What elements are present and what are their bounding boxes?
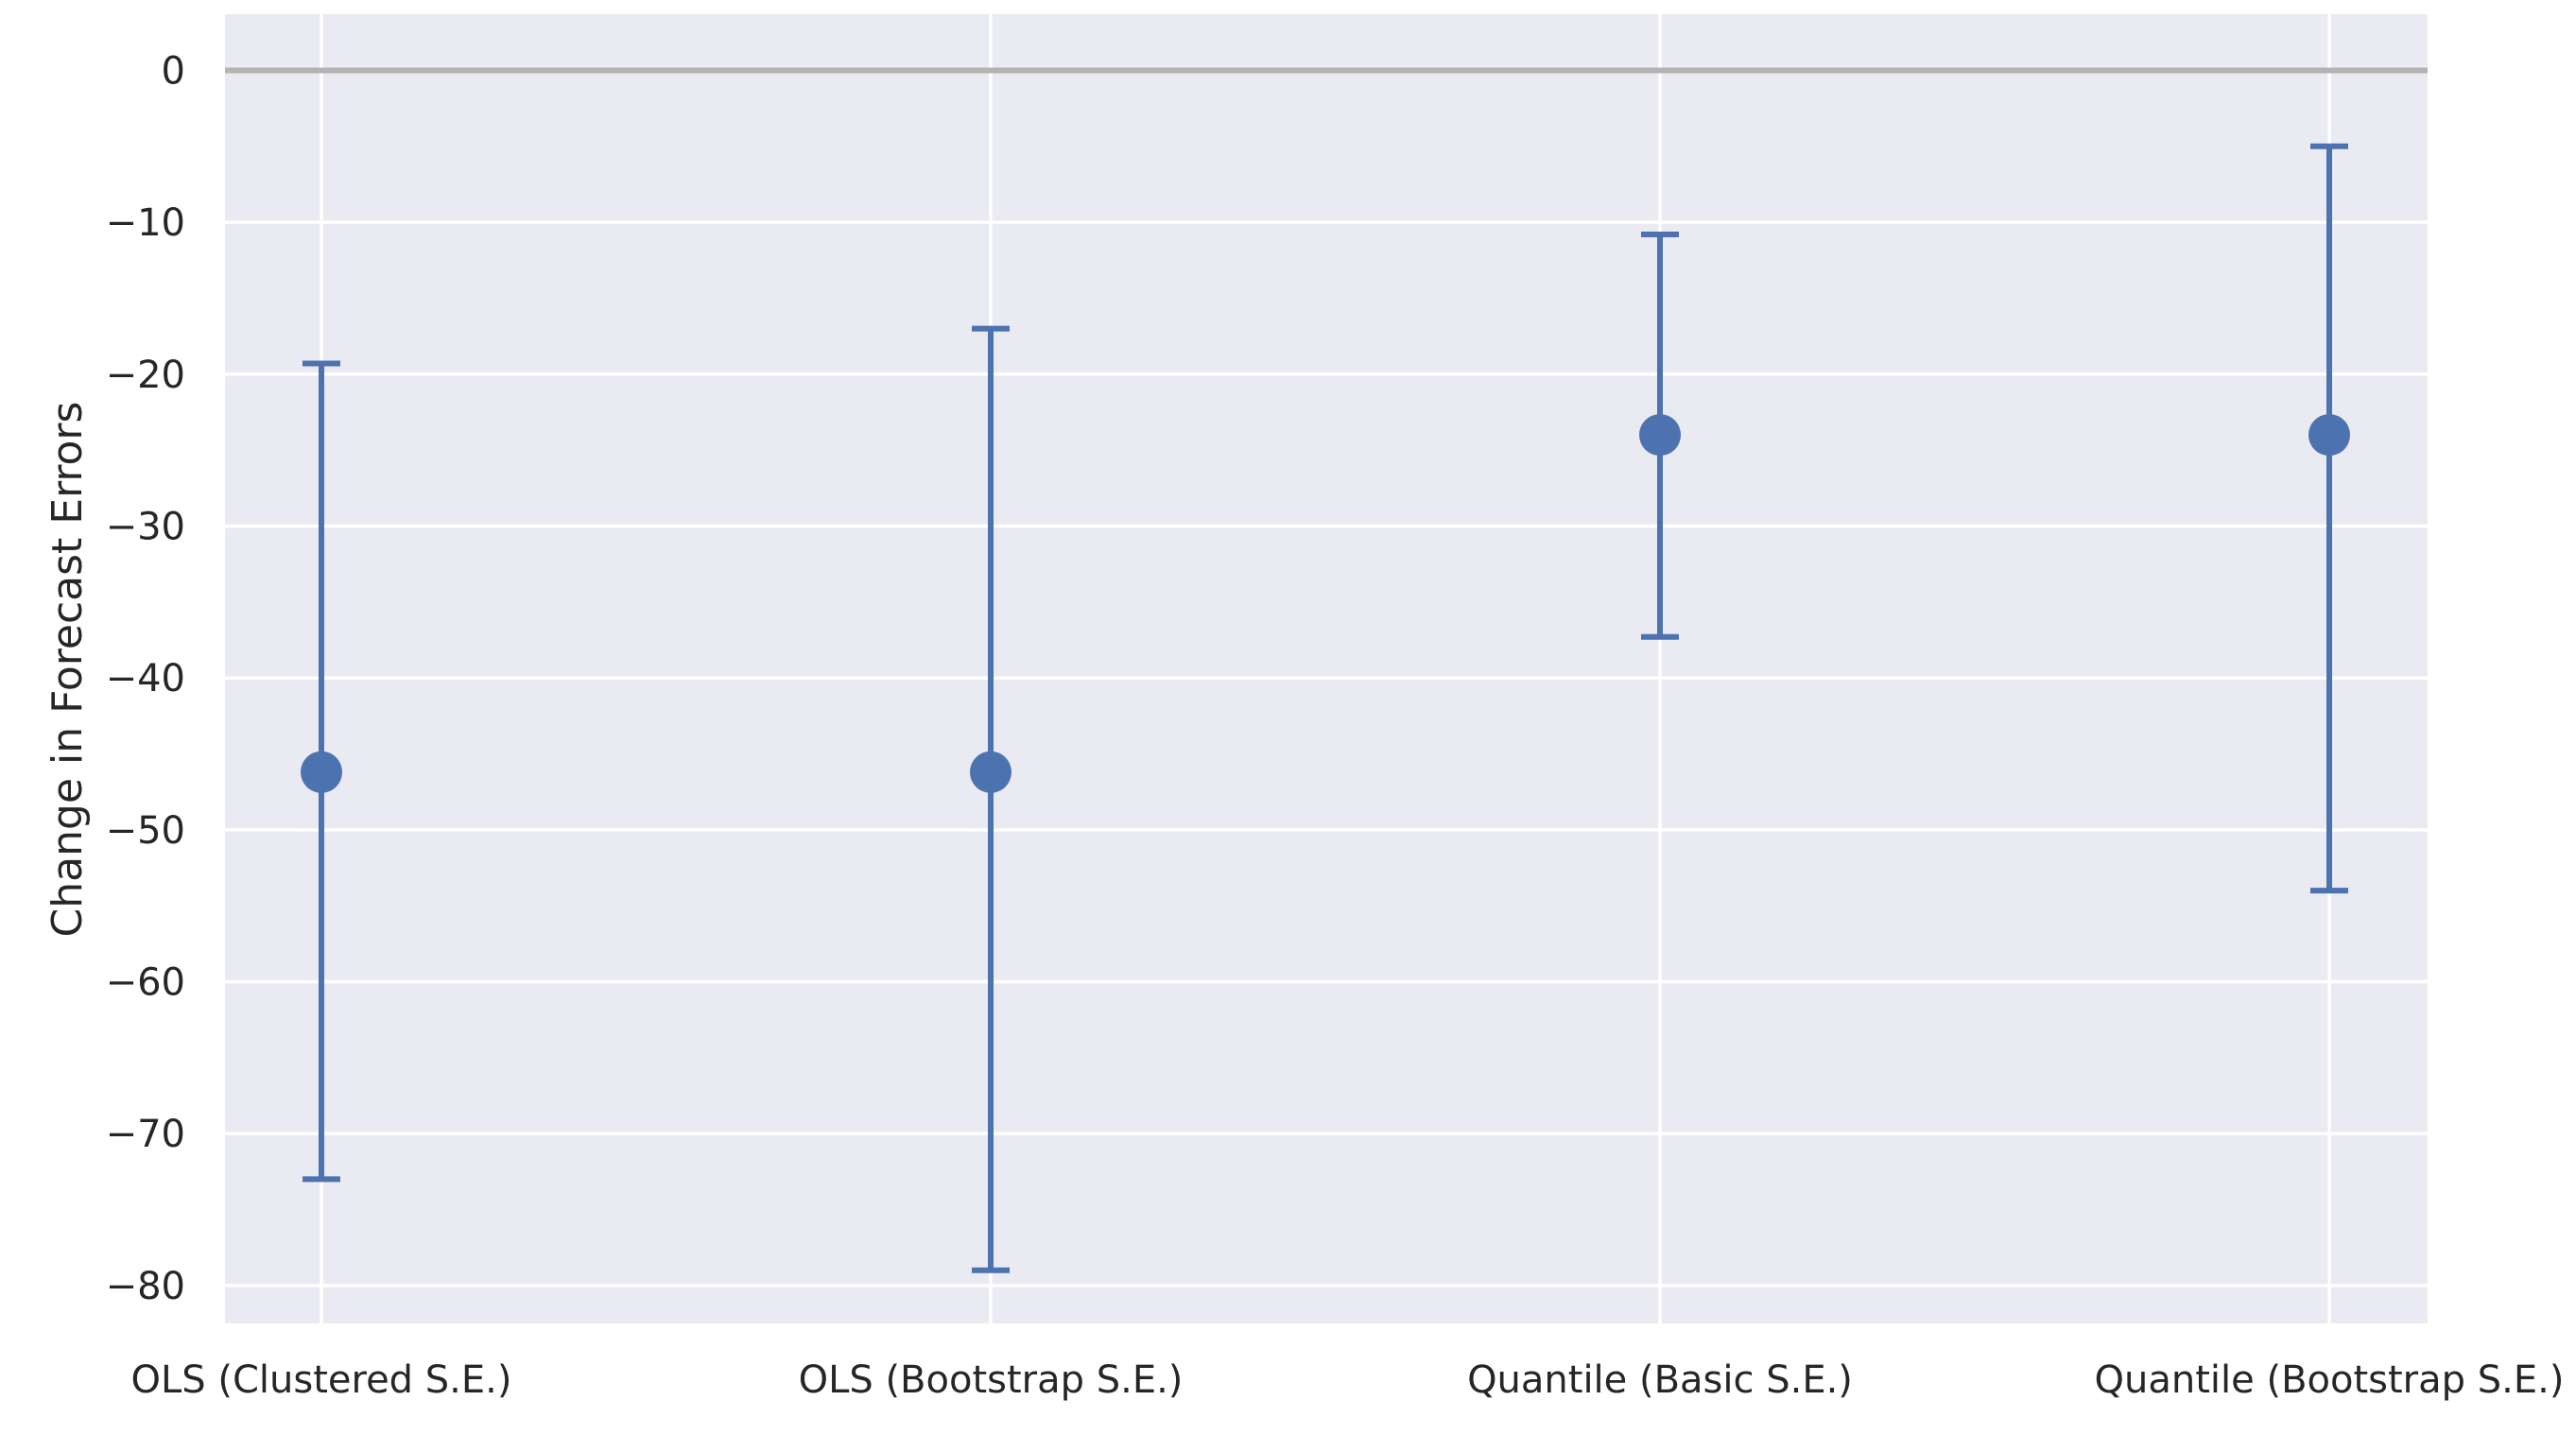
y-tick-label: 0 bbox=[162, 49, 185, 93]
y-tick-label: −40 bbox=[106, 657, 185, 700]
point-estimate-marker bbox=[970, 751, 1011, 793]
error-bars bbox=[301, 143, 2350, 1273]
x-tick-label: Quantile (Bootstrap S.E.) bbox=[2095, 1358, 2565, 1402]
y-axis-label: Change in Forecast Errors bbox=[43, 402, 92, 938]
y-tick-label: −50 bbox=[106, 809, 185, 853]
x-tick-labels: OLS (Clustered S.E.) OLS (Bootstrap S.E.)… bbox=[131, 1358, 2565, 1402]
y-tick-label: −80 bbox=[106, 1265, 185, 1308]
y-tick-label: −70 bbox=[106, 1113, 185, 1156]
point-estimate-marker bbox=[2308, 414, 2350, 457]
x-tick-label: OLS (Bootstrap S.E.) bbox=[799, 1358, 1184, 1402]
point-estimate-marker bbox=[1639, 414, 1681, 457]
y-tick-label: −60 bbox=[106, 960, 185, 1004]
y-tick-label: −20 bbox=[106, 354, 185, 397]
y-tick-label: −10 bbox=[106, 201, 185, 245]
y-tick-labels: 0 −10 −20 −30 −40 −50 −60 −70 −80 bbox=[106, 49, 185, 1307]
y-gridlines bbox=[225, 68, 2428, 1288]
plot-area bbox=[225, 14, 2428, 1323]
x-tick-label: Quantile (Basic S.E.) bbox=[1467, 1358, 1853, 1402]
point-estimate-marker bbox=[301, 751, 342, 793]
x-tick-label: OLS (Clustered S.E.) bbox=[131, 1358, 512, 1402]
y-tick-label: −30 bbox=[106, 505, 185, 548]
